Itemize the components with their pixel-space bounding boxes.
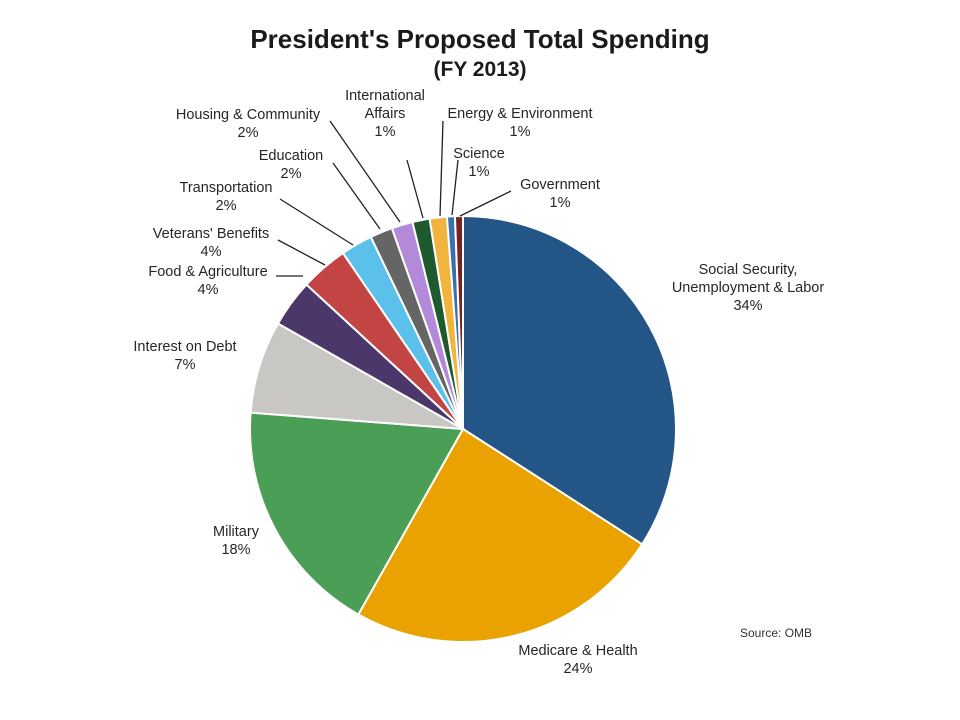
slice-label: Energy & Environment 1% [447,106,592,140]
slice-percent: 2% [281,166,302,182]
slice-label: Government 1% [520,177,600,211]
slice-name: Housing & Community [176,107,321,123]
slice-percent: 7% [175,357,196,373]
slice-name: Energy & Environment [447,106,592,122]
slice-name: Science [453,146,505,162]
slice-percent: 4% [198,282,219,298]
slice-label: Housing & Community 2% [176,107,321,141]
chart-subtitle: (FY 2013) [433,58,527,81]
leader-line [439,120,444,217]
source-note: Source: OMB [740,626,813,640]
slice-label: Veterans' Benefits 4% [153,226,269,260]
slice-percent: 34% [733,298,762,314]
slice-name: International [345,88,425,104]
slice-labels: Social Security, Unemployment & Labor 34% M… [133,88,824,677]
slice-name: Veterans' Benefits [153,226,269,242]
chart-title: President's Proposed Total Spending [250,24,710,54]
slice-name: Affairs [365,106,406,122]
slice-percent: 24% [563,661,592,677]
slice-name: Food & Agriculture [148,264,267,280]
slice-name: Military [213,524,260,540]
slice-label: International Affairs 1% [345,88,425,140]
slice-percent: 18% [221,542,250,558]
slice-name: Medicare & Health [518,643,637,659]
leader-line [279,198,354,246]
slice-label: Social Security, Unemployment & Labor 34% [672,262,824,314]
slice-percent: 2% [216,198,237,214]
slice-percent: 4% [201,244,222,260]
slice-percent: 1% [550,195,571,211]
slice-name: Transportation [180,180,273,196]
slice-label: Military 18% [213,524,260,558]
leader-line [332,162,381,230]
pie-slices [249,214,677,643]
slice-label: Transportation 2% [180,180,273,214]
slice-name: Social Security, [699,262,798,278]
slice-percent: 1% [510,124,531,140]
slice-label: Interest on Debt 7% [133,339,236,373]
slice-name: Government [520,177,600,193]
leader-line [329,120,401,223]
slice-label: Medicare & Health 24% [518,643,637,677]
pie-slice-military [249,411,465,616]
leader-line [406,159,424,219]
slice-label: Science 1% [453,146,505,180]
leader-line [451,159,459,216]
leader-line [277,239,326,266]
slice-name: Education [259,148,324,164]
slice-percent: 1% [375,124,396,140]
slice-name: Interest on Debt [133,339,236,355]
leader-lines [276,120,512,277]
slice-label: Food & Agriculture 4% [148,264,267,298]
leader-line [459,190,512,217]
pie-slice-medicare-health [356,427,644,643]
slice-label: Education 2% [259,148,324,182]
slice-percent: 1% [469,164,490,180]
pie-slice-government [453,214,464,430]
slice-name: Unemployment & Labor [672,280,824,296]
slice-percent: 2% [238,125,259,141]
